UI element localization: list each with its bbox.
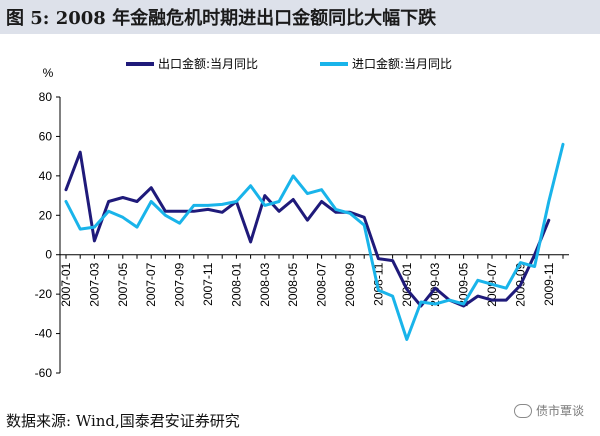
y-tick-label: 40 (39, 169, 53, 183)
x-tick-label: 2007-11 (201, 262, 215, 305)
watermark: 债市覃谈 (514, 402, 584, 419)
legend-label-import: 进口金额:当月同比 (352, 56, 452, 71)
x-tick-label: 2007-01 (59, 262, 73, 306)
title-bar (0, 0, 600, 34)
x-tick-label: 2007-09 (173, 262, 187, 306)
y-tick-label: 80 (39, 90, 53, 104)
series-lines (64, 142, 565, 341)
x-tick-label: 2009-11 (542, 262, 556, 305)
y-tick-label: -40 (35, 327, 53, 341)
export-yoy-line (64, 150, 551, 308)
y-tick-label: -20 (35, 287, 53, 301)
x-tick-label: 2008-03 (258, 262, 272, 306)
import-yoy-line (64, 142, 565, 341)
x-tick-label: 2008-05 (286, 262, 300, 306)
chart-title: 图 5: 2008 年金融危机时期进出口金额同比大幅下跌 (6, 8, 437, 29)
x-tick-label: 2009-03 (428, 262, 442, 306)
x-tick-label: 2009-05 (457, 262, 471, 306)
y-axis: 80 60 40 20 0 -20 -40 -60 (35, 90, 61, 380)
watermark-text: 债市覃谈 (536, 404, 585, 418)
x-tick-label: 2007-05 (116, 262, 130, 306)
x-tick-label: 2008-07 (315, 262, 329, 306)
x-tick-label: 2008-01 (229, 262, 243, 306)
legend: 出口金额:当月同比 进口金额:当月同比 (126, 56, 452, 71)
x-axis: 2007-01 2007-03 2007-05 2007-07 2007-09 2007-… (59, 254, 569, 307)
line-chart: 出口金额:当月同比 进口金额:当月同比 % 806040200-20-40-60 … (35, 56, 569, 380)
y-tick-label: 0 (45, 248, 52, 262)
y-tick-label: 20 (39, 208, 53, 222)
wechat-icon (514, 403, 532, 418)
x-tick-label: 2007-07 (144, 262, 158, 306)
x-tick-label: 2007-03 (87, 262, 101, 306)
y-axis-label: % (43, 66, 54, 80)
source-note: 数据来源: Wind,国泰君安证券研究 (6, 412, 240, 430)
legend-label-export: 出口金额:当月同比 (158, 56, 258, 71)
y-tick-label: -60 (35, 366, 53, 380)
x-tick-label: 2009-01 (400, 262, 414, 306)
x-tick-label: 2008-09 (343, 262, 357, 306)
y-tick-label: 60 (39, 129, 53, 143)
